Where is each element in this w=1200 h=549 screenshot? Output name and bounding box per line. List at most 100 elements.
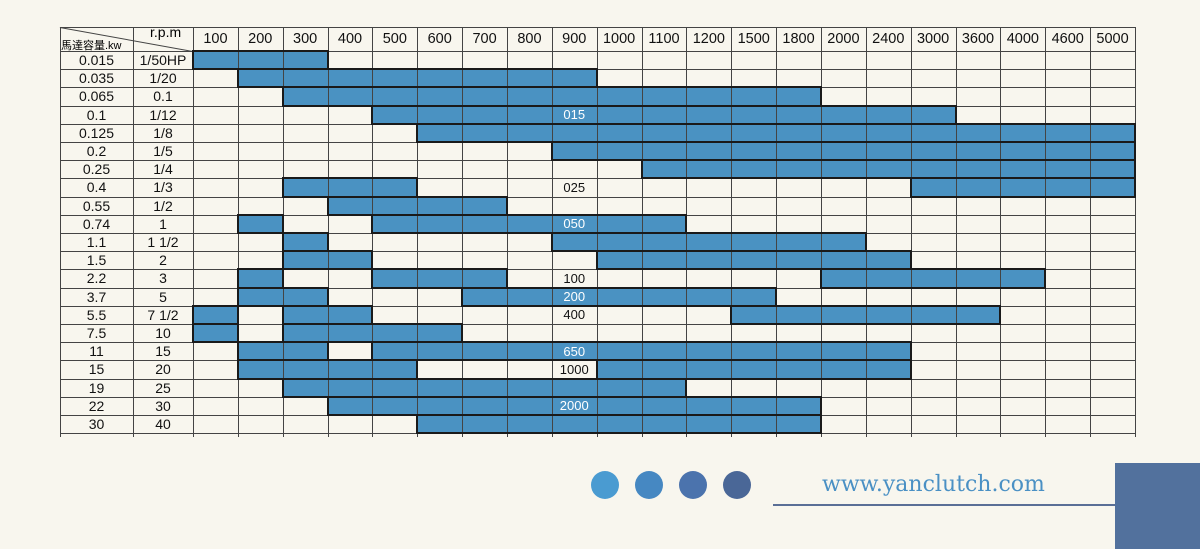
range-outline [820,395,822,416]
range-outline [236,213,284,216]
range-outline [326,395,822,398]
clutch-model-label: 200 [563,289,586,305]
range-outline [909,177,1136,180]
grid-line [193,27,194,437]
selected-range [193,324,238,343]
rpm-column-header: 500 [382,31,407,47]
grid-line [910,27,912,437]
range-outline [416,122,419,143]
rpm-column-header: 100 [203,31,228,47]
range-outline [281,304,374,307]
motor-selection-table: r.p.m 馬達容量.kw 100 200 300 400 500 600 700 800 90… [59,24,1136,437]
rpm-column-header: 1200 [692,31,725,47]
kw-row-label: 22 [88,397,105,414]
selected-range [551,142,1135,161]
selected-range [237,269,283,288]
selected-range [596,360,911,379]
website-underline [773,504,1118,506]
range-outline [640,177,1136,180]
range-outline [281,213,284,234]
kw-row-label: 30 [88,416,105,433]
selected-range [282,233,328,252]
hp-row-label: 1/8 [153,124,173,141]
selected-range [641,160,1135,179]
rpm-column-header: 200 [248,31,273,47]
kw-row-label: 7.5 [86,325,107,342]
hp-row-label: 7 1/2 [147,306,179,323]
rpm-column-header: 1100 [648,31,680,47]
range-outline [281,86,822,89]
range-outline [416,122,1136,125]
range-outline [999,304,1002,325]
selected-range [327,196,507,215]
range-outline [820,286,1047,289]
range-outline [820,86,822,107]
website-url[interactable]: www.yanclutch.com [822,472,1045,497]
range-outline [192,304,194,325]
hp-row-label: 1/4 [153,161,173,178]
hp-row-label: 1/3 [153,179,173,196]
range-outline [281,177,284,198]
range-outline [326,286,329,307]
range-outline [281,268,374,271]
range-outline [416,177,419,198]
grid-line [1000,27,1002,437]
grid-line [60,27,61,437]
range-outline [909,177,912,198]
hp-row-label: 30 [155,397,171,414]
range-outline [820,268,822,289]
hp-row-label: 1 1/2 [147,234,179,251]
clutch-model-label: 100 [563,270,586,286]
range-outline [236,304,239,325]
range-outline [954,104,957,125]
range-outline [326,341,329,362]
rpm-column-header: 1800 [782,31,815,47]
selected-range [193,51,328,70]
grid-line [133,27,134,437]
range-outline [550,232,553,253]
kw-row-label: 0.74 [82,215,111,232]
range-outline [1134,177,1136,198]
selected-range [282,324,463,343]
kw-row-label: 2.2 [86,270,107,287]
range-outline [236,359,419,362]
range-outline [326,195,329,216]
kw-row-label: 0.25 [82,161,111,178]
range-outline [236,232,284,234]
range-outline [192,50,329,52]
range-outline [281,232,284,253]
range-outline [192,323,194,344]
hp-row-label: 40 [155,416,171,433]
kw-row-label: 3.7 [86,288,107,305]
range-outline [371,268,508,271]
range-outline [281,268,284,289]
selected-range [237,69,597,88]
rpm-column-header: 3000 [916,31,950,47]
selected-range [282,251,373,270]
clutch-model-label: 1000 [559,361,589,377]
range-outline [461,304,778,307]
clutch-model-label: 650 [563,343,586,359]
range-outline [236,68,239,89]
range-outline [820,268,1047,271]
range-outline [1044,268,1047,289]
kw-row-label: 0.55 [82,197,111,214]
grid-line [1135,27,1136,437]
range-outline [281,86,284,107]
range-outline [550,232,867,234]
range-outline [550,141,553,162]
range-outline [416,414,822,416]
clutch-model-label: 015 [563,107,586,123]
kw-row-label: 0.065 [78,88,115,105]
range-outline [236,268,284,271]
grid-line [1045,27,1047,437]
range-outline [595,359,912,362]
hp-row-label: 1/12 [149,106,177,123]
rpm-column-header: 2400 [872,31,905,47]
hp-row-label: 1/20 [149,70,177,87]
hp-row-label: 25 [155,379,171,396]
range-outline [371,268,374,289]
range-outline [371,286,508,289]
range-outline [595,377,912,380]
selected-range [237,287,328,306]
